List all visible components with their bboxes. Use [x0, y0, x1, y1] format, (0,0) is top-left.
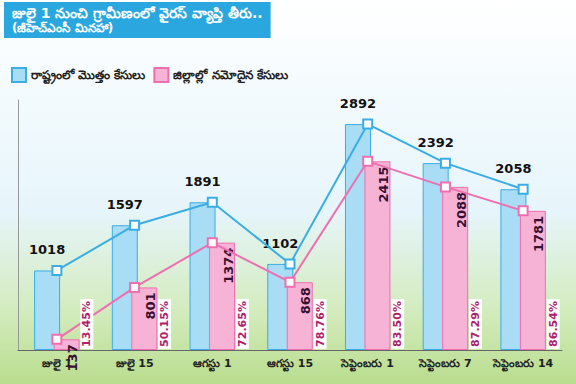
- svg-text:జులై 15: జులై 15: [116, 357, 154, 371]
- svg-text:2058: 2058: [495, 161, 531, 176]
- svg-text:1891: 1891: [184, 174, 220, 189]
- svg-text:2415: 2415: [376, 166, 391, 202]
- svg-text:78.76%: 78.76%: [314, 301, 327, 347]
- svg-text:801: 801: [143, 292, 158, 319]
- svg-text:1374: 1374: [220, 247, 236, 284]
- svg-text:83.50%: 83.50%: [391, 301, 404, 347]
- svg-text:1597: 1597: [107, 197, 143, 212]
- svg-text:87.29%: 87.29%: [469, 301, 482, 347]
- svg-text:13.45%: 13.45%: [80, 301, 93, 347]
- svg-text:2392: 2392: [418, 135, 454, 150]
- svg-text:2088: 2088: [454, 192, 469, 228]
- svg-text:సెప్టెంబరు 1: సెప్టెంబరు 1: [340, 357, 393, 372]
- svg-text:(జీహెచ్ఎంసీ మినహా): (జీహెచ్ఎంసీ మినహా): [12, 21, 113, 35]
- svg-text:ఆగస్టు 1: ఆగస్టు 1: [193, 357, 231, 372]
- svg-text:86.54%: 86.54%: [547, 301, 560, 347]
- svg-text:జులై 1: జులై 1: [41, 357, 73, 370]
- svg-text:868: 868: [298, 287, 313, 314]
- svg-text:రాష్ట్రంలో మొత్తం కేసులు: రాష్ట్రంలో మొత్తం కేసులు: [31, 68, 145, 85]
- svg-text:జులై 1 నుంచి గ్రామీణంలో వైరస్: జులై 1 నుంచి గ్రామీణంలో వైరస్ వ్యాప్తి త…: [12, 5, 263, 21]
- svg-text:1102: 1102: [262, 236, 298, 251]
- svg-text:72.65%: 72.65%: [236, 301, 249, 347]
- svg-text:137: 137: [65, 344, 80, 371]
- svg-text:1781: 1781: [531, 216, 546, 252]
- svg-text:ఆగస్టు 15: ఆగస్టు 15: [267, 357, 313, 372]
- svg-text:50.15%: 50.15%: [158, 301, 171, 347]
- svg-text:2892: 2892: [340, 96, 376, 111]
- svg-text:సెప్టెంబరు 14: సెప్టెంబరు 14: [492, 357, 553, 372]
- svg-text:జిల్లాల్లో నమోదైన కేసులు: జిల్లాల్లో నమోదైన కేసులు: [173, 68, 287, 84]
- svg-text:సెప్టెంబరు 7: సెప్టెంబరు 7: [418, 357, 471, 372]
- svg-text:1018: 1018: [29, 242, 65, 257]
